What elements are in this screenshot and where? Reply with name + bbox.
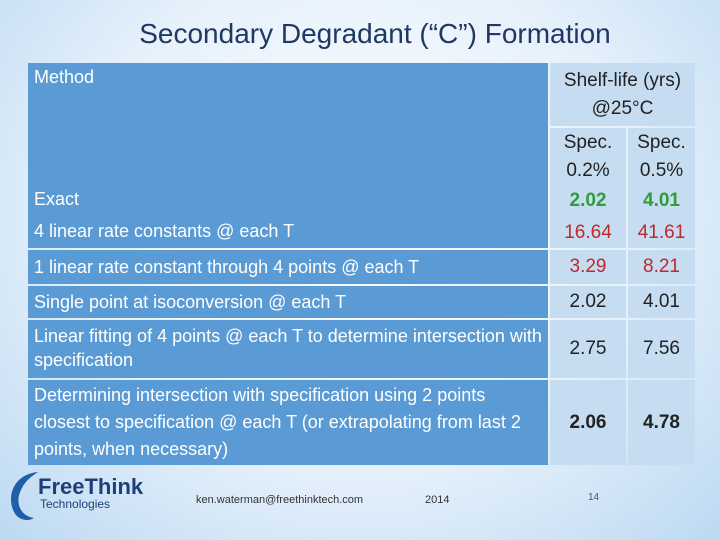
method: 4 linear rate constants @ each T [28,217,548,248]
header-method: Method [28,63,548,185]
value: 4.78 [628,380,695,465]
value: 2.06 [550,380,626,465]
value: 2.75 [550,320,626,378]
header-shelf-life: Shelf-life (yrs) @25°C [550,63,695,126]
header-spec: Spec. 0.5% [628,128,695,185]
logo-name: FreeThink [38,474,144,499]
header-spec: Spec. 0.2% [550,128,626,185]
value: 4.01 [628,185,695,217]
value: 2.02 [550,286,626,318]
value: 2.02 [550,185,626,217]
value: 3.29 [550,250,626,284]
method: Exact [28,185,548,217]
logo-swoosh [11,472,38,520]
footer-email: ken.waterman@freethinktech.com [196,494,364,506]
logo-subtitle: Technologies [40,497,111,511]
method: Single point at isoconversion @ each T [28,286,548,318]
footer-year: 2014 [425,494,450,506]
method: Determining intersection with specificat… [28,380,548,465]
value: 4.01 [628,286,695,318]
method: Linear fitting of 4 points @ each T to d… [28,320,548,378]
value: 8.21 [628,250,695,284]
value: 41.61 [628,217,695,248]
title: Secondary Degradant (“C”) Formation [139,18,611,49]
page-number: 14 [588,492,600,503]
value: 16.64 [550,217,626,248]
method: 1 linear rate constant through 4 points … [28,250,548,284]
value: 7.56 [628,320,695,378]
